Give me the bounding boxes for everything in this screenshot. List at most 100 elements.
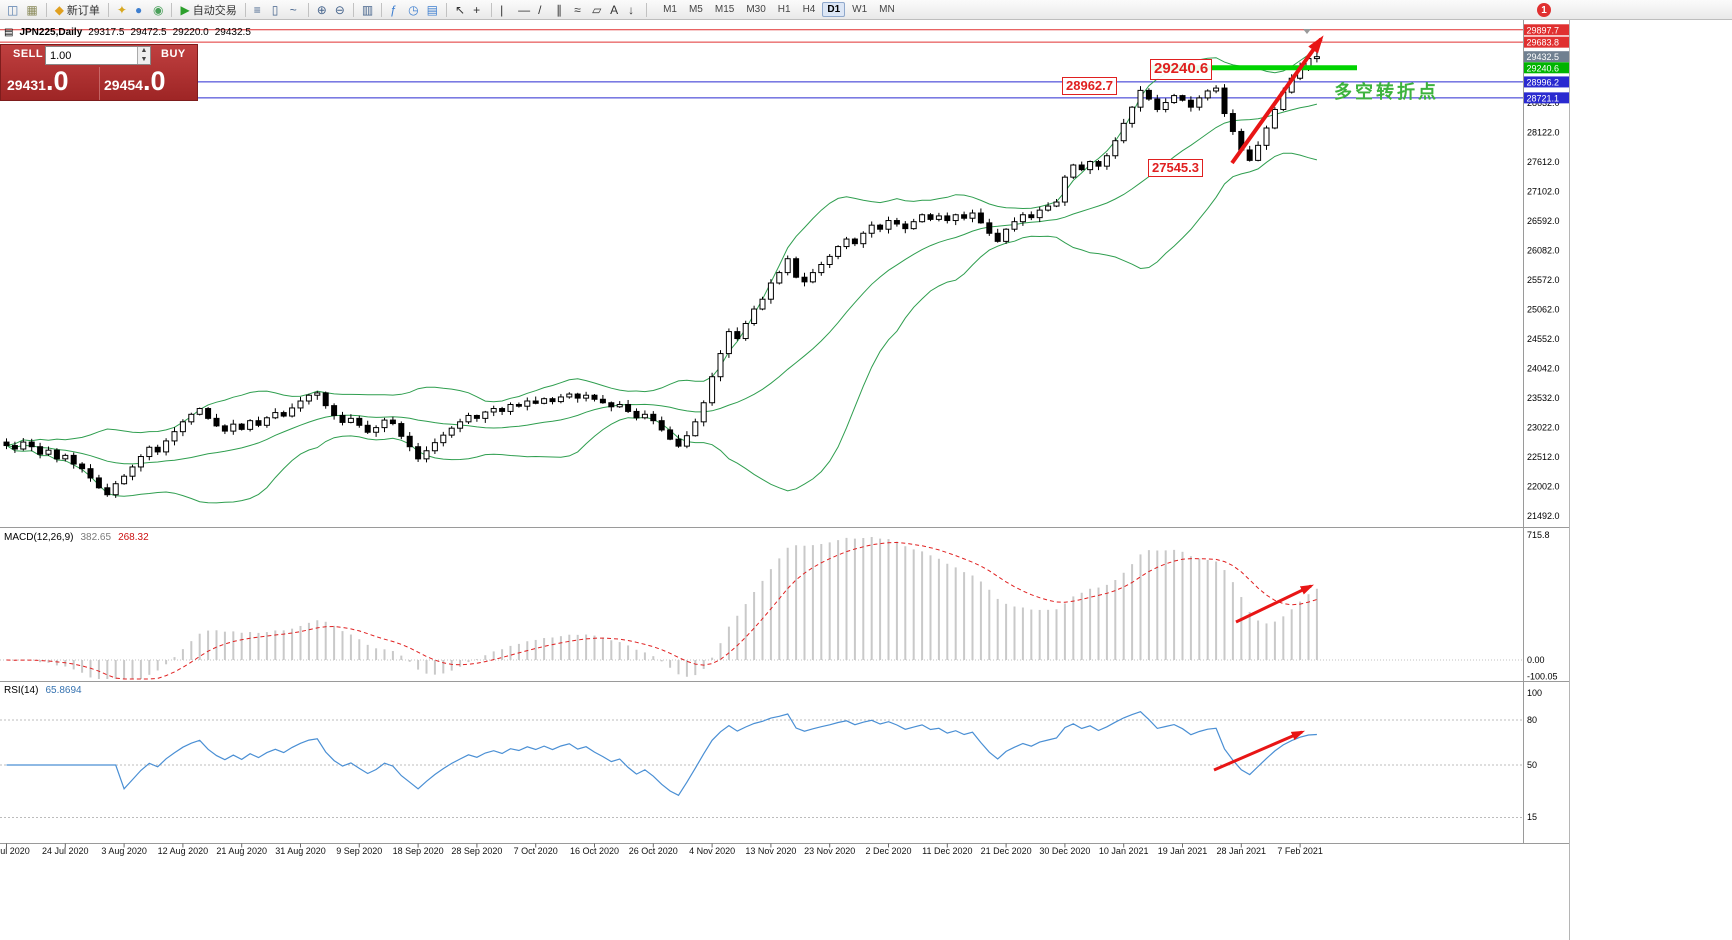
zoom-in-icon: ⊕ — [316, 2, 327, 17]
zoom-in-button[interactable]: ⊕ — [313, 1, 331, 19]
volume-down-button[interactable]: ▼ — [138, 55, 150, 64]
shapes-button[interactable]: ▱ — [588, 1, 606, 19]
time-axis[interactable]: 15 Jul 2020 24 Jul 2020 3 Aug 2020 12 Aug 2… — [0, 843, 1323, 857]
resistance-level-label[interactable]: 28962.7 — [1062, 77, 1117, 96]
shapes-icon: ▱ — [592, 2, 602, 17]
channel-icon: ∥ — [556, 2, 563, 17]
svg-text:9 Sep 2020: 9 Sep 2020 — [336, 846, 382, 856]
horizontal-line-icon: — — [518, 2, 531, 17]
toolbar-separator — [491, 2, 493, 17]
axis-tag — [1524, 92, 1569, 104]
svg-text:715.8: 715.8 — [1527, 530, 1550, 540]
ohlc-open: 29317.5 — [88, 27, 125, 38]
timeframe-h1[interactable]: H1 — [777, 4, 791, 15]
sell-label[interactable]: SELL — [13, 48, 44, 60]
sell-button[interactable]: 29431.0 — [7, 66, 68, 97]
timeframe-h4[interactable]: H4 — [802, 4, 816, 15]
arrows-tool-icon: ↓ — [628, 2, 635, 17]
svg-text:50: 50 — [1527, 760, 1537, 770]
timeframe-w1[interactable]: W1 — [852, 4, 868, 15]
scroll-marker[interactable] — [1303, 29, 1311, 34]
svg-text:-100.05: -100.05 — [1527, 672, 1558, 682]
toolbar-separator — [107, 2, 109, 17]
axis-tag — [1524, 24, 1569, 36]
metaeditor-button[interactable]: ✦ — [113, 1, 131, 19]
autotrading-button[interactable]: ▶ 自动交易 — [176, 1, 240, 19]
vertical-line-button[interactable]: | — [496, 1, 514, 19]
autotrading-icon: ▶ — [180, 2, 190, 17]
trendline-button[interactable]: / — [534, 1, 552, 19]
autotrading-label: 自动交易 — [192, 4, 237, 17]
timeframe-d1[interactable]: D1 — [822, 2, 846, 17]
timeframe-m30[interactable]: M30 — [746, 4, 766, 15]
volume-up-button[interactable]: ▲ — [138, 47, 150, 56]
svg-text:23 Nov 2020: 23 Nov 2020 — [804, 846, 855, 856]
timeframe-mn[interactable]: MN — [879, 4, 895, 15]
axis-tag — [1524, 62, 1569, 74]
templates-button[interactable]: ▤ — [423, 1, 442, 19]
candles-layer — [3, 52, 1320, 498]
svg-text:30 Dec 2020: 30 Dec 2020 — [1039, 846, 1090, 856]
macd-main-value: 382.65 — [80, 532, 112, 543]
macd-label: MACD(12,26,9) 382.65 268.32 — [4, 532, 149, 543]
svg-text:80: 80 — [1527, 715, 1537, 725]
community-button[interactable]: ● — [131, 1, 149, 19]
volume-input[interactable] — [46, 49, 137, 62]
svg-text:15: 15 — [1527, 812, 1537, 822]
axis-tag — [1524, 51, 1569, 63]
svg-text:13 Nov 2020: 13 Nov 2020 — [745, 846, 796, 856]
svg-text:29240.6: 29240.6 — [1527, 63, 1560, 73]
notification-badge[interactable]: 1 — [1537, 3, 1551, 17]
svg-text:100: 100 — [1527, 688, 1542, 698]
rsi-label: RSI(14) 65.8694 — [4, 685, 82, 696]
buy-label[interactable]: BUY — [161, 48, 186, 60]
tile-windows-icon: ▥ — [361, 2, 374, 17]
chart-bars-button[interactable]: ≡ — [250, 1, 268, 19]
support-level-label[interactable]: 27545.3 — [1148, 159, 1203, 178]
rsi-line — [6, 711, 1317, 797]
fibonacci-button[interactable]: ≈ — [570, 1, 588, 19]
turning-point-text[interactable]: 多空转折点 — [1334, 82, 1439, 102]
timeframe-group: M1 M5 M15 M30 H1 H4 D1 W1 MN — [657, 2, 901, 17]
new-order-button[interactable]: ◆ 新订单 — [51, 1, 104, 19]
macd-trend-arrow[interactable] — [1235, 584, 1314, 624]
search-button[interactable]: ◉ — [149, 1, 167, 19]
breakout-level-label[interactable]: 29240.6 — [1150, 59, 1213, 80]
symbol-icon: ▤ — [4, 27, 14, 38]
arrows-tool-button[interactable]: ↓ — [624, 1, 642, 19]
svg-text:7 Feb 2021: 7 Feb 2021 — [1277, 846, 1323, 856]
price-trend-arrow[interactable] — [1230, 35, 1324, 165]
rsi-value: 65.8694 — [45, 685, 82, 696]
chart-line-button[interactable]: ~ — [286, 1, 304, 19]
cursor-button[interactable]: ↖ — [451, 1, 469, 19]
ohlc-close: 29432.5 — [214, 27, 251, 38]
svg-text:10 Jan 2021: 10 Jan 2021 — [1099, 846, 1149, 856]
timeframe-m1[interactable]: M1 — [663, 4, 677, 15]
macd-name: MACD(12,26,9) — [4, 532, 74, 543]
toolbar-separator — [352, 2, 354, 17]
svg-text:24552.0: 24552.0 — [1527, 334, 1560, 344]
timeframe-m15[interactable]: M15 — [714, 4, 735, 15]
text-icon: A — [610, 2, 619, 17]
crosshair-button[interactable]: + — [469, 1, 487, 19]
price-axis[interactable]: 28632.028122.027612.027102.026592.026082… — [1524, 24, 1569, 822]
new-chart-button[interactable]: ◫ — [3, 1, 22, 19]
svg-text:11 Dec 2020: 11 Dec 2020 — [922, 846, 972, 856]
timeframe-m5[interactable]: M5 — [688, 4, 703, 15]
period-clock-button[interactable]: ◷ — [404, 1, 422, 19]
text-button[interactable]: A — [606, 1, 624, 19]
profiles-button[interactable]: ▦ — [22, 1, 41, 19]
horizontal-line-button[interactable]: — — [514, 1, 534, 19]
sell-price: 29431 — [7, 77, 46, 93]
zoom-out-button[interactable]: ⊖ — [331, 1, 349, 19]
chart-candles-button[interactable]: ▯ — [268, 1, 286, 19]
tile-windows-button[interactable]: ▥ — [358, 1, 377, 19]
channel-button[interactable]: ∥ — [552, 1, 570, 19]
rsi-name: RSI(14) — [4, 685, 39, 696]
toolbar-separator — [307, 2, 309, 17]
indicators-button[interactable]: ƒ — [386, 1, 404, 19]
rsi-trend-arrow[interactable] — [1213, 730, 1306, 772]
buy-button[interactable]: 29454.0 — [104, 66, 165, 97]
macd-signal-value: 268.32 — [118, 532, 149, 543]
chart-canvas[interactable]: 28632.028122.027612.027102.026592.026082… — [0, 20, 1569, 940]
